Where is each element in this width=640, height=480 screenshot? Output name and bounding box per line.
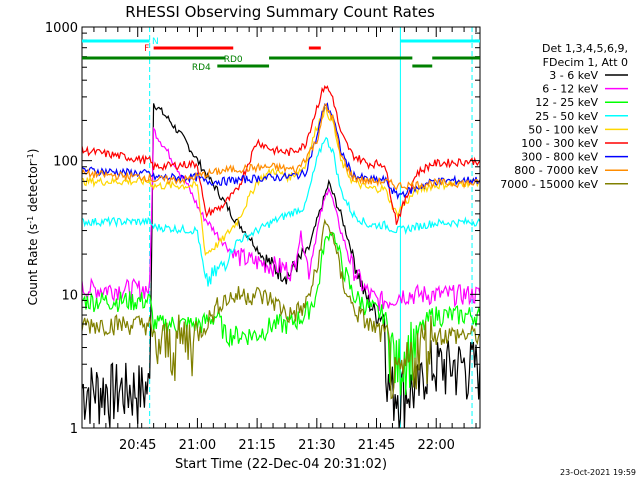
y-tick-label: 100	[53, 155, 78, 170]
legend-entry-label: 25 - 50 keV	[535, 110, 598, 123]
legend-entry-label: 12 - 25 keV	[535, 96, 598, 109]
flag-label-n: N	[152, 37, 159, 47]
x-tick-label: 21:00	[179, 438, 216, 453]
legend-entry-label: 6 - 12 keV	[542, 83, 598, 96]
y-axis-label: Count Rate (s-1 detector-1)	[26, 149, 41, 306]
legend-entry-label: 300 - 800 keV	[521, 151, 598, 164]
flag-label-f: F	[144, 44, 149, 54]
y-axis: 1 10 100 1000	[45, 21, 480, 437]
legend-entry-label: 800 - 7000 keV	[514, 164, 598, 177]
y-tick-label: 1	[70, 422, 78, 437]
flag-label-rd4: RD4	[192, 63, 211, 73]
y-tick-label: 1000	[45, 21, 78, 36]
x-axis-label: Start Time (22-Dec-04 20:31:02)	[175, 457, 387, 472]
y-tick-label: 10	[61, 288, 78, 303]
legend-header-line: Det 1,3,4,5,6,9,	[542, 42, 628, 55]
legend-header-line: FDecim 1, Att 0	[543, 56, 628, 69]
plot-frame	[81, 26, 481, 429]
series-line-8	[82, 218, 480, 400]
series-line-4	[82, 106, 480, 257]
series-line-3	[82, 136, 480, 287]
series-line-1	[82, 126, 480, 311]
flag-label-rd0: RD0	[224, 55, 243, 65]
x-tick-label: 21:30	[298, 438, 335, 453]
series-line-7	[82, 103, 480, 191]
timestamp-label: 23-Oct-2021 19:59	[560, 468, 636, 477]
x-tick-label: 20:45	[119, 438, 156, 453]
legend: Det 1,3,4,5,6,9,FDecim 1, Att 03 - 6 keV…	[500, 42, 628, 191]
chart-title: RHESSI Observing Summary Count Rates	[125, 3, 435, 21]
x-tick-label: 21:45	[358, 438, 395, 453]
series-line-0	[82, 103, 480, 428]
legend-entry-label: 100 - 300 keV	[521, 137, 598, 150]
legend-entry-label: 50 - 100 keV	[528, 123, 598, 136]
series-line-5	[82, 85, 480, 225]
x-tick-label: 21:15	[238, 438, 275, 453]
legend-entry-label: 3 - 6 keV	[549, 69, 598, 82]
legend-entry-label: 7000 - 15000 keV	[500, 178, 598, 191]
x-tick-label: 22:00	[417, 438, 454, 453]
x-axis: 20:45 21:00 21:15 21:30 21:45 22:00	[81, 27, 477, 453]
